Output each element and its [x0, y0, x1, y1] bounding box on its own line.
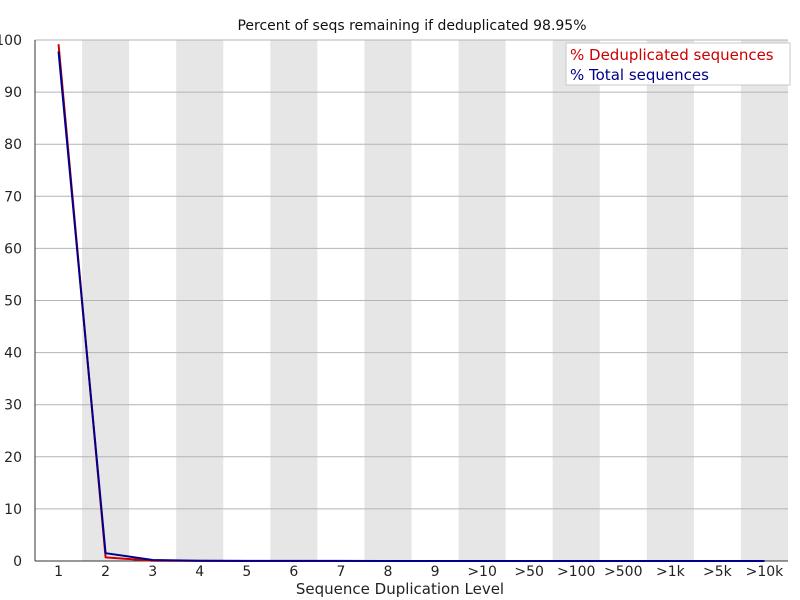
x-tick-label-3: 4 — [195, 564, 204, 580]
legend-box — [565, 42, 791, 86]
x-tick-label-0: 1 — [54, 564, 63, 580]
y-tick-label-7: 70 — [4, 189, 22, 205]
x-tick-label-13: >1k — [656, 564, 686, 580]
y-tick-label-3: 30 — [4, 398, 22, 414]
x-tick-label-8: 9 — [431, 564, 440, 580]
x-tick-labels: 1 2 3 4 5 6 7 8 9 >10 >50 >100 >500 >1k >5k >10k — [54, 564, 784, 580]
series-line-1 — [57, 51, 765, 562]
legend-entry-deduplicated: % Deduplicated sequences — [570, 46, 774, 64]
y-tick-label-2: 20 — [4, 450, 22, 466]
y-tick-label-6: 60 — [4, 241, 22, 257]
y-tick-label-5: 50 — [4, 294, 22, 310]
x-tick-label-1: 2 — [101, 564, 110, 580]
chart-title: Percent of seqs remaining if deduplicate… — [237, 18, 586, 34]
y-tick-label-4: 40 — [4, 346, 22, 362]
y-tick-label-1: 10 — [4, 502, 22, 518]
x-tick-label-10: >50 — [514, 564, 544, 580]
x-tick-label-2: 3 — [148, 564, 157, 580]
y-tick-label-8: 80 — [4, 137, 22, 153]
x-tick-label-7: 8 — [384, 564, 393, 580]
x-tick-label-9: >10 — [467, 564, 497, 580]
y-tick-label-0: 0 — [13, 554, 22, 570]
x-tick-label-4: 5 — [242, 564, 251, 580]
x-tick-label-6: 7 — [336, 564, 345, 580]
x-tick-label-15: >10k — [746, 564, 785, 580]
x-tick-label-14: >5k — [703, 564, 733, 580]
series-lines — [57, 44, 765, 562]
x-tick-label-11: >100 — [557, 564, 595, 580]
grid-lines — [35, 39, 788, 510]
x-tick-label-5: 6 — [289, 564, 298, 580]
legend-entry-total: % Total sequences — [570, 66, 709, 84]
y-tick-label-9: 90 — [4, 85, 22, 101]
y-tick-label-10: 100 — [0, 33, 22, 49]
y-tick-labels: 0 10 20 30 40 50 60 70 80 90 100 — [0, 33, 22, 570]
x-tick-label-12: >500 — [604, 564, 642, 580]
x-axis-title: Sequence Duplication Level — [296, 580, 504, 598]
legend: % Deduplicated sequences % Total sequenc… — [565, 42, 791, 86]
